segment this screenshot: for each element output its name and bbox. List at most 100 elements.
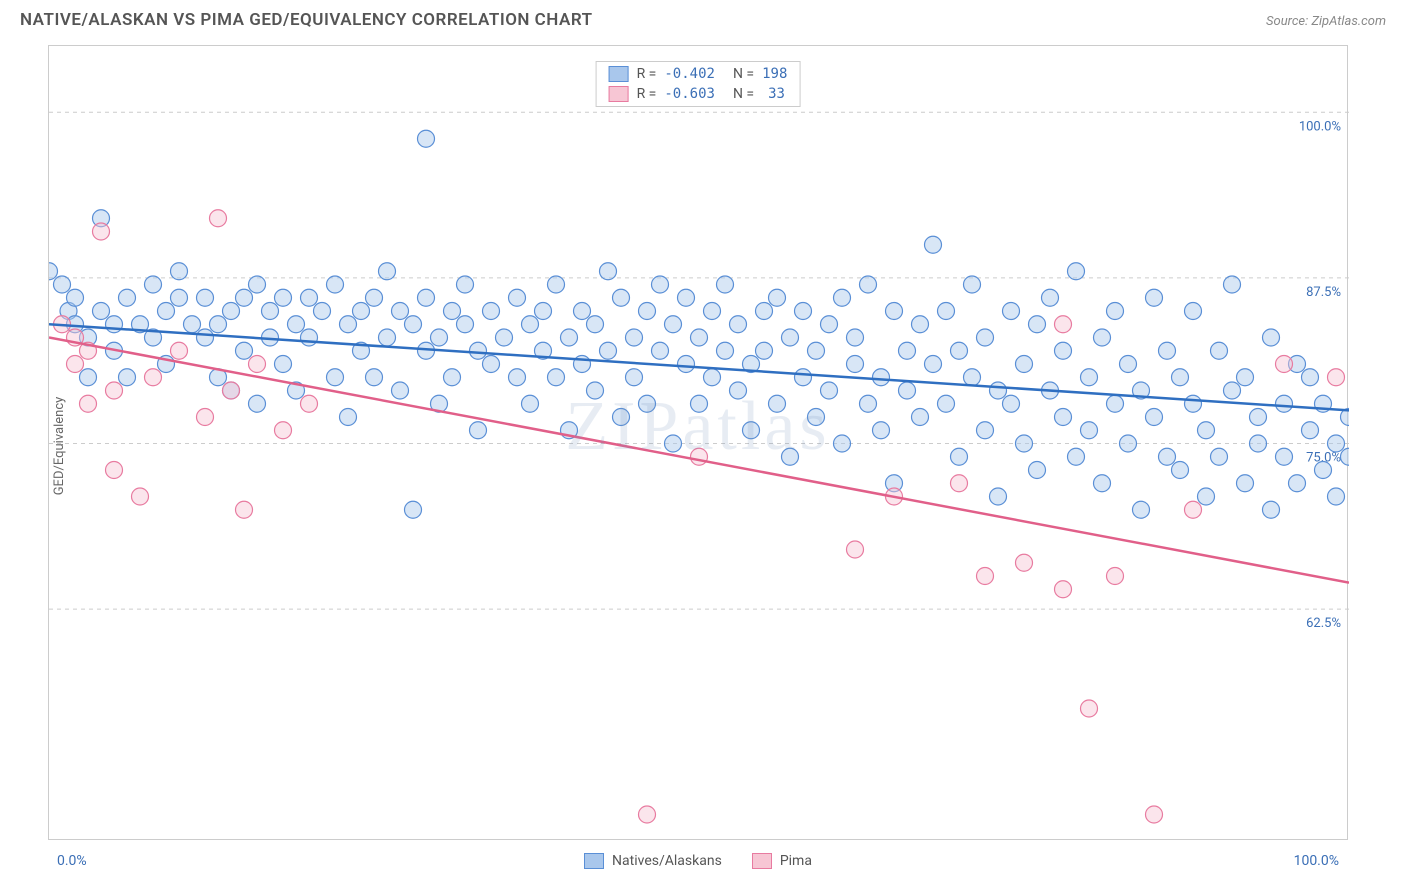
- point-series-a: [366, 289, 383, 306]
- point-series-a: [1159, 342, 1176, 359]
- point-series-a: [470, 422, 487, 439]
- point-series-a: [1029, 462, 1046, 479]
- point-series-a: [964, 276, 981, 293]
- swatch-series-b: [752, 853, 772, 869]
- point-series-a: [860, 276, 877, 293]
- point-series-a: [1198, 422, 1215, 439]
- point-series-a: [847, 356, 864, 373]
- point-series-a: [1003, 395, 1020, 412]
- point-series-a: [49, 263, 58, 280]
- point-series-a: [1250, 409, 1267, 426]
- point-series-a: [379, 329, 396, 346]
- point-series-a: [899, 342, 916, 359]
- point-series-a: [1198, 488, 1215, 505]
- point-series-a: [418, 130, 435, 147]
- point-series-a: [392, 382, 409, 399]
- point-series-b: [67, 356, 84, 373]
- point-series-b: [106, 462, 123, 479]
- point-series-a: [1146, 409, 1163, 426]
- point-series-a: [925, 236, 942, 253]
- point-series-a: [1081, 422, 1098, 439]
- point-series-a: [67, 289, 84, 306]
- point-series-b: [1055, 581, 1072, 598]
- point-series-b: [1055, 316, 1072, 333]
- point-series-a: [717, 276, 734, 293]
- point-series-a: [834, 435, 851, 452]
- point-series-a: [1237, 475, 1254, 492]
- point-series-a: [353, 303, 370, 320]
- point-series-b: [210, 210, 227, 227]
- point-series-a: [249, 276, 266, 293]
- point-series-a: [158, 303, 175, 320]
- trend-line-series-b: [49, 338, 1349, 583]
- point-series-b: [132, 488, 149, 505]
- point-series-b: [197, 409, 214, 426]
- point-series-a: [197, 329, 214, 346]
- point-series-a: [951, 342, 968, 359]
- point-series-a: [1094, 329, 1111, 346]
- point-series-b: [1328, 369, 1345, 386]
- point-series-a: [119, 369, 136, 386]
- point-series-b: [1107, 568, 1124, 585]
- point-series-a: [457, 316, 474, 333]
- point-series-b: [639, 806, 656, 823]
- point-series-a: [1250, 435, 1267, 452]
- point-series-a: [639, 395, 656, 412]
- point-series-a: [691, 395, 708, 412]
- point-series-a: [938, 395, 955, 412]
- point-series-a: [1276, 448, 1293, 465]
- point-series-a: [1289, 475, 1306, 492]
- point-series-a: [483, 356, 500, 373]
- point-series-a: [730, 316, 747, 333]
- point-series-a: [1055, 342, 1072, 359]
- point-series-a: [704, 369, 721, 386]
- chart-title: NATIVE/ALASKAN VS PIMA GED/EQUIVALENCY C…: [20, 10, 593, 30]
- point-series-b: [249, 356, 266, 373]
- point-series-a: [691, 329, 708, 346]
- legend-row-series-b: R = -0.603 N = 33: [597, 84, 800, 104]
- point-series-b: [847, 541, 864, 558]
- point-series-a: [977, 329, 994, 346]
- point-series-a: [1029, 316, 1046, 333]
- point-series-a: [483, 303, 500, 320]
- point-series-a: [769, 395, 786, 412]
- chart-header: NATIVE/ALASKAN VS PIMA GED/EQUIVALENCY C…: [0, 0, 1406, 38]
- point-series-a: [405, 316, 422, 333]
- point-series-a: [1172, 369, 1189, 386]
- point-series-a: [756, 342, 773, 359]
- point-series-a: [1159, 448, 1176, 465]
- point-series-a: [236, 289, 253, 306]
- point-series-a: [522, 316, 539, 333]
- point-series-a: [1185, 303, 1202, 320]
- point-series-a: [1146, 289, 1163, 306]
- point-series-a: [210, 316, 227, 333]
- point-series-a: [886, 303, 903, 320]
- point-series-a: [327, 369, 344, 386]
- point-series-a: [782, 448, 799, 465]
- point-series-a: [1328, 435, 1345, 452]
- point-series-a: [522, 395, 539, 412]
- point-series-a: [795, 303, 812, 320]
- point-series-a: [54, 276, 71, 293]
- point-series-a: [236, 342, 253, 359]
- point-series-a: [600, 342, 617, 359]
- point-series-a: [1107, 395, 1124, 412]
- point-series-b: [1146, 806, 1163, 823]
- point-series-a: [379, 263, 396, 280]
- point-series-a: [730, 382, 747, 399]
- point-series-a: [1263, 501, 1280, 518]
- point-series-b: [1016, 554, 1033, 571]
- point-series-a: [1328, 488, 1345, 505]
- point-series-b: [171, 342, 188, 359]
- point-series-a: [847, 329, 864, 346]
- point-series-a: [1211, 342, 1228, 359]
- point-series-a: [977, 422, 994, 439]
- point-series-a: [899, 382, 916, 399]
- point-series-a: [496, 329, 513, 346]
- point-series-a: [548, 369, 565, 386]
- series-legend: Natives/Alaskans Pima: [49, 853, 1347, 869]
- point-series-b: [106, 382, 123, 399]
- point-series-a: [223, 303, 240, 320]
- point-series-b: [236, 501, 253, 518]
- point-series-a: [418, 289, 435, 306]
